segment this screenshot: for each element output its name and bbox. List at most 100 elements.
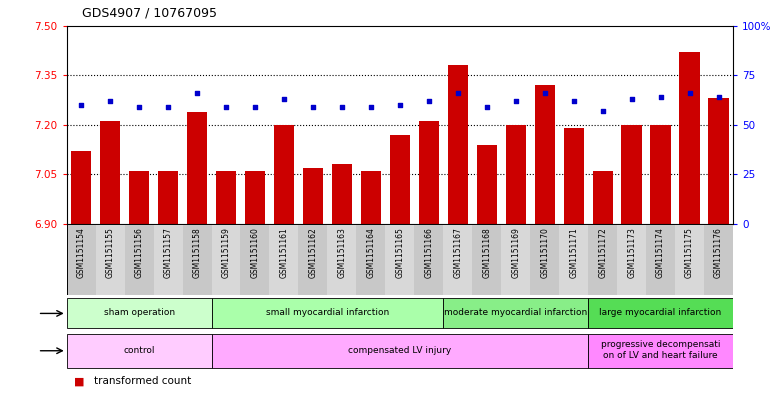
Text: GSM1151161: GSM1151161 (279, 228, 289, 278)
Bar (704, 224, 733, 295)
Text: GSM1151173: GSM1151173 (627, 228, 636, 278)
Bar (332, 164, 352, 224)
Bar (67, 224, 96, 295)
Bar (183, 224, 212, 295)
Bar (588, 334, 733, 367)
Point (307, 104, 319, 110)
Bar (593, 171, 613, 224)
Point (336, 104, 348, 110)
Point (249, 104, 261, 110)
Bar (390, 135, 410, 224)
Text: control: control (123, 345, 154, 354)
Bar (96, 224, 125, 295)
Bar (303, 168, 323, 224)
Point (452, 90, 464, 96)
Bar (158, 171, 178, 224)
Bar (709, 98, 728, 224)
Point (132, 104, 145, 110)
Bar (506, 125, 526, 224)
Text: GDS4907 / 10767095: GDS4907 / 10767095 (82, 7, 217, 20)
Text: GSM1151167: GSM1151167 (453, 228, 463, 278)
Bar (588, 224, 617, 295)
Point (278, 96, 290, 102)
Bar (187, 112, 207, 224)
Bar (617, 224, 646, 295)
Bar (67, 298, 212, 329)
Bar (274, 125, 294, 224)
Point (74, 102, 87, 108)
Text: GSM1151175: GSM1151175 (685, 228, 694, 278)
Text: GSM1151171: GSM1151171 (569, 228, 578, 278)
Text: large myocardial infarction: large myocardial infarction (600, 308, 722, 317)
Text: GSM1151155: GSM1151155 (106, 228, 114, 278)
Point (539, 90, 551, 96)
Bar (357, 224, 386, 295)
Bar (622, 125, 642, 224)
Bar (212, 298, 443, 329)
Point (365, 104, 377, 110)
Text: GSM1151170: GSM1151170 (540, 228, 550, 278)
Text: GSM1151165: GSM1151165 (395, 228, 405, 278)
Point (510, 98, 522, 104)
Text: GSM1151158: GSM1151158 (193, 228, 201, 278)
Bar (472, 224, 501, 295)
Text: GSM1151172: GSM1151172 (598, 228, 607, 278)
Bar (651, 125, 671, 224)
Point (481, 104, 493, 110)
Text: GSM1151157: GSM1151157 (164, 228, 172, 278)
Text: GSM1151164: GSM1151164 (366, 228, 376, 278)
Text: GSM1151166: GSM1151166 (424, 228, 434, 278)
Bar (501, 224, 530, 295)
Bar (386, 224, 414, 295)
Point (103, 98, 116, 104)
Text: GSM1151174: GSM1151174 (656, 228, 665, 278)
Text: GSM1151162: GSM1151162 (308, 228, 318, 278)
Bar (530, 224, 559, 295)
Bar (71, 151, 91, 224)
Point (394, 102, 406, 108)
Point (423, 98, 435, 104)
Text: moderate myocardial infarction: moderate myocardial infarction (444, 308, 587, 317)
Text: small myocardial infarction: small myocardial infarction (266, 308, 389, 317)
Bar (299, 224, 328, 295)
Text: progressive decompensati
on of LV and heart failure: progressive decompensati on of LV and he… (601, 340, 720, 360)
Bar (241, 224, 270, 295)
Text: GSM1151156: GSM1151156 (135, 228, 143, 278)
Bar (477, 145, 497, 224)
Bar (443, 224, 472, 295)
Point (684, 90, 696, 96)
Bar (564, 128, 584, 224)
Bar (328, 224, 357, 295)
Text: GSM1151168: GSM1151168 (482, 228, 492, 278)
Bar (559, 224, 588, 295)
Text: compensated LV injury: compensated LV injury (348, 345, 452, 354)
Bar (154, 224, 183, 295)
Bar (535, 85, 555, 224)
Text: GSM1151176: GSM1151176 (714, 228, 723, 278)
Point (162, 104, 174, 110)
Bar (419, 121, 439, 224)
Bar (212, 224, 241, 295)
Point (713, 94, 725, 100)
Bar (443, 298, 588, 329)
Bar (414, 224, 443, 295)
Point (626, 96, 638, 102)
Bar (448, 65, 468, 224)
Bar (270, 224, 299, 295)
Point (597, 108, 609, 114)
Text: transformed count: transformed count (94, 376, 191, 386)
Bar (361, 171, 381, 224)
Text: ■: ■ (74, 376, 85, 386)
Bar (216, 171, 236, 224)
Bar (245, 171, 265, 224)
Text: GSM1151169: GSM1151169 (511, 228, 521, 278)
Point (191, 90, 203, 96)
Bar (125, 224, 154, 295)
Bar (646, 224, 675, 295)
Bar (680, 52, 699, 224)
Bar (588, 298, 733, 329)
Bar (675, 224, 704, 295)
Point (655, 94, 667, 100)
Text: GSM1151154: GSM1151154 (77, 228, 85, 278)
Bar (67, 334, 212, 367)
